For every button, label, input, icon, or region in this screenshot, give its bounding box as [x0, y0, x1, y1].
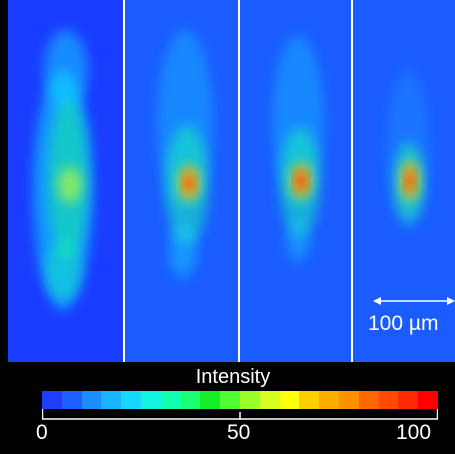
colorbar-segment: [338, 391, 359, 409]
colorbar-min-label: 0: [36, 421, 48, 444]
colorbar-segment: [398, 391, 419, 409]
intensity-blob: [286, 218, 310, 262]
panel-divider-1: [123, 0, 125, 362]
colorbar-segment: [279, 391, 300, 409]
scale-bar-label: 100 µm: [368, 312, 439, 335]
colorbar-segment: [42, 391, 62, 409]
colorbar-segment: [160, 391, 181, 409]
intensity-blob: [169, 222, 197, 278]
figure: 100 µm Intensity 0 50 100: [8, 0, 455, 454]
colorbar-segment: [319, 391, 339, 409]
intensity-blob: [45, 240, 81, 300]
colorbar-segment: [378, 391, 399, 409]
intensity-blob: [406, 170, 414, 192]
colorbar-segment: [180, 391, 201, 409]
colorbar-segment: [61, 391, 82, 409]
colorbar-ticks: [42, 409, 438, 420]
image-panel-3: [240, 0, 351, 362]
colorbar-mid-label: 50: [227, 421, 251, 444]
image-panel-2: [125, 0, 238, 362]
intensity-blob: [296, 171, 306, 191]
intensity-blob: [184, 173, 194, 193]
colorbar-max-label: 100: [396, 421, 432, 444]
panel-divider-3: [351, 0, 353, 362]
colorbar-segment: [239, 391, 260, 409]
colorbar: [42, 391, 438, 409]
colorbar-segment: [220, 391, 240, 409]
image-panels: 100 µm: [8, 0, 455, 362]
colorbar-segment: [101, 391, 122, 409]
colorbar-segment: [200, 391, 221, 409]
intensity-blob: [58, 167, 82, 203]
colorbar-segment: [259, 391, 280, 409]
colorbar-segment: [140, 391, 161, 409]
colorbar-title: Intensity: [195, 366, 271, 388]
colorbar-segment: [299, 391, 320, 409]
image-panel-4: [353, 0, 455, 362]
colorbar-segment: [81, 391, 102, 409]
panel-divider-2: [238, 0, 240, 362]
colorbar-segment: [358, 391, 379, 409]
scale-bar-arrow: [373, 296, 455, 306]
colorbar-segment: [121, 391, 141, 409]
image-panel-1: [8, 0, 123, 362]
colorbar-segment: [418, 391, 438, 409]
